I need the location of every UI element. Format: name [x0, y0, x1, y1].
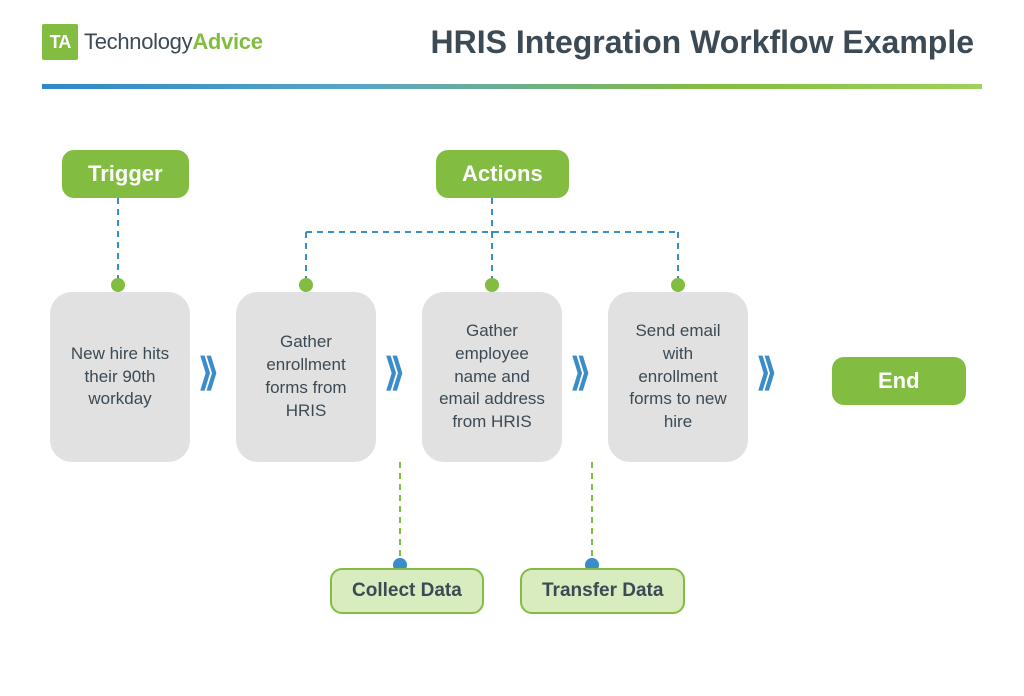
collect-data-label: Collect Data	[330, 568, 484, 614]
flow-arrow-icon: ⟫	[198, 354, 219, 392]
connector-dot	[671, 278, 685, 292]
connector-dot	[299, 278, 313, 292]
connector-dot	[111, 278, 125, 292]
page-title: HRIS Integration Workflow Example	[431, 24, 974, 61]
connector-dot	[485, 278, 499, 292]
flow-arrow-icon: ⟫	[756, 354, 777, 392]
actions-pill: Actions	[436, 150, 569, 198]
step-text: New hire hits their 90th workday	[64, 343, 176, 412]
step-text: Gather employee name and email address f…	[436, 320, 548, 435]
step-text: Send email with enrollment forms to new …	[622, 320, 734, 435]
transfer-data-label: Transfer Data	[520, 568, 685, 614]
brand-logo: TechnologyAdvice	[42, 24, 263, 60]
header-rule	[42, 84, 982, 89]
step-card-4: Send email with enrollment forms to new …	[608, 292, 748, 462]
brand-logo-mark	[42, 24, 78, 60]
flow-arrow-icon: ⟫	[384, 354, 405, 392]
step-text: Gather enrollment forms from HRIS	[250, 331, 362, 423]
brand-name-part2: Advice	[192, 29, 262, 55]
end-pill: End	[832, 357, 966, 405]
brand-logo-text: TechnologyAdvice	[84, 29, 263, 55]
flow-arrow-icon: ⟫	[570, 354, 591, 392]
brand-name-part1: Technology	[84, 29, 192, 55]
step-card-3: Gather employee name and email address f…	[422, 292, 562, 462]
step-card-1: New hire hits their 90th workday	[50, 292, 190, 462]
trigger-pill: Trigger	[62, 150, 189, 198]
step-card-2: Gather enrollment forms from HRIS	[236, 292, 376, 462]
